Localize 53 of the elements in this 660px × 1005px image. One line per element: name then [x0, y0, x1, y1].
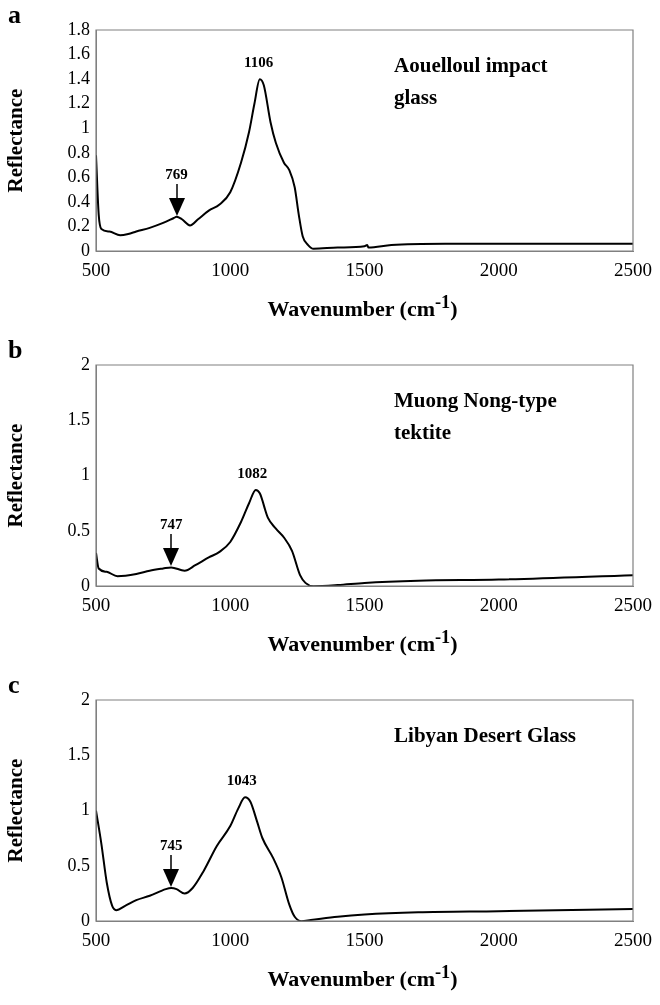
y-tick-label: 1	[81, 464, 90, 485]
x-tick-label: 2500	[614, 593, 652, 615]
x-tick-label: 1500	[345, 593, 384, 615]
y-tick-label: 1.2	[67, 92, 90, 113]
y-axis-title: Reflectance	[3, 758, 28, 863]
annotation: 1106	[244, 54, 274, 71]
x-tick-label: 2000	[479, 593, 518, 615]
annotation: 1082	[237, 464, 268, 481]
x-tick-label: 2500	[614, 928, 652, 950]
chart-title: a	[8, 0, 21, 30]
annotation: 747	[159, 516, 183, 533]
y-tick-label: 1	[81, 799, 90, 820]
x-tick-label: 2000	[479, 258, 518, 280]
y-tick-label: 0.4	[67, 190, 90, 211]
y-tick-label: 2	[81, 353, 90, 374]
x-tick-label: 1500	[345, 258, 384, 280]
y-tick-label: 1.6	[67, 43, 90, 64]
x-tick-label: 500	[81, 258, 111, 280]
chart-title: b	[8, 335, 23, 365]
y-tick-label: 1	[81, 117, 90, 138]
y-tick-label: 0.5	[67, 854, 90, 875]
y-tick-label: 1.5	[67, 744, 90, 765]
x-tick-label: 500	[81, 593, 111, 615]
x-tick-label: 1500	[345, 928, 384, 950]
y-tick-label: 0.2	[67, 215, 90, 236]
annotation: 1043	[226, 772, 257, 789]
x-axis-title: Wavenumber (cm$^{-1}$)	[266, 627, 459, 658]
x-tick-label: 1000	[211, 593, 250, 615]
y-tick-label: 0.5	[67, 519, 90, 540]
annotation: Libyan Desert Glass	[394, 723, 577, 747]
chart-title: c	[8, 670, 20, 700]
y-tick-label: 2	[81, 688, 90, 709]
x-tick-label: 2500	[614, 258, 652, 280]
x-tick-label: 500	[81, 928, 111, 950]
y-axis-title: Reflectance	[3, 88, 28, 193]
x-tick-label: 1000	[211, 928, 250, 950]
x-tick-label: 2000	[479, 928, 518, 950]
x-axis-title: Wavenumber (cm$^{-1}$)	[266, 962, 459, 993]
y-axis-title: Reflectance	[3, 423, 28, 528]
annotation: 745	[159, 837, 183, 854]
y-tick-label: 0	[81, 909, 90, 930]
y-tick-label: 1.5	[67, 409, 90, 430]
annotation: Aouelloul impact glass	[394, 53, 548, 109]
x-tick-label: 1000	[211, 258, 250, 280]
y-tick-label: 0.8	[67, 141, 90, 162]
annotation: Muong Nong-type tektite	[394, 388, 557, 444]
y-tick-label: 1.8	[67, 18, 90, 39]
y-tick-label: 0	[81, 574, 90, 595]
y-tick-label: 0	[81, 239, 90, 260]
x-axis-title: Wavenumber (cm$^{-1}$)	[266, 292, 459, 323]
y-tick-label: 0.6	[67, 166, 90, 187]
annotation: 769	[165, 165, 188, 182]
y-tick-label: 1.4	[67, 67, 90, 88]
